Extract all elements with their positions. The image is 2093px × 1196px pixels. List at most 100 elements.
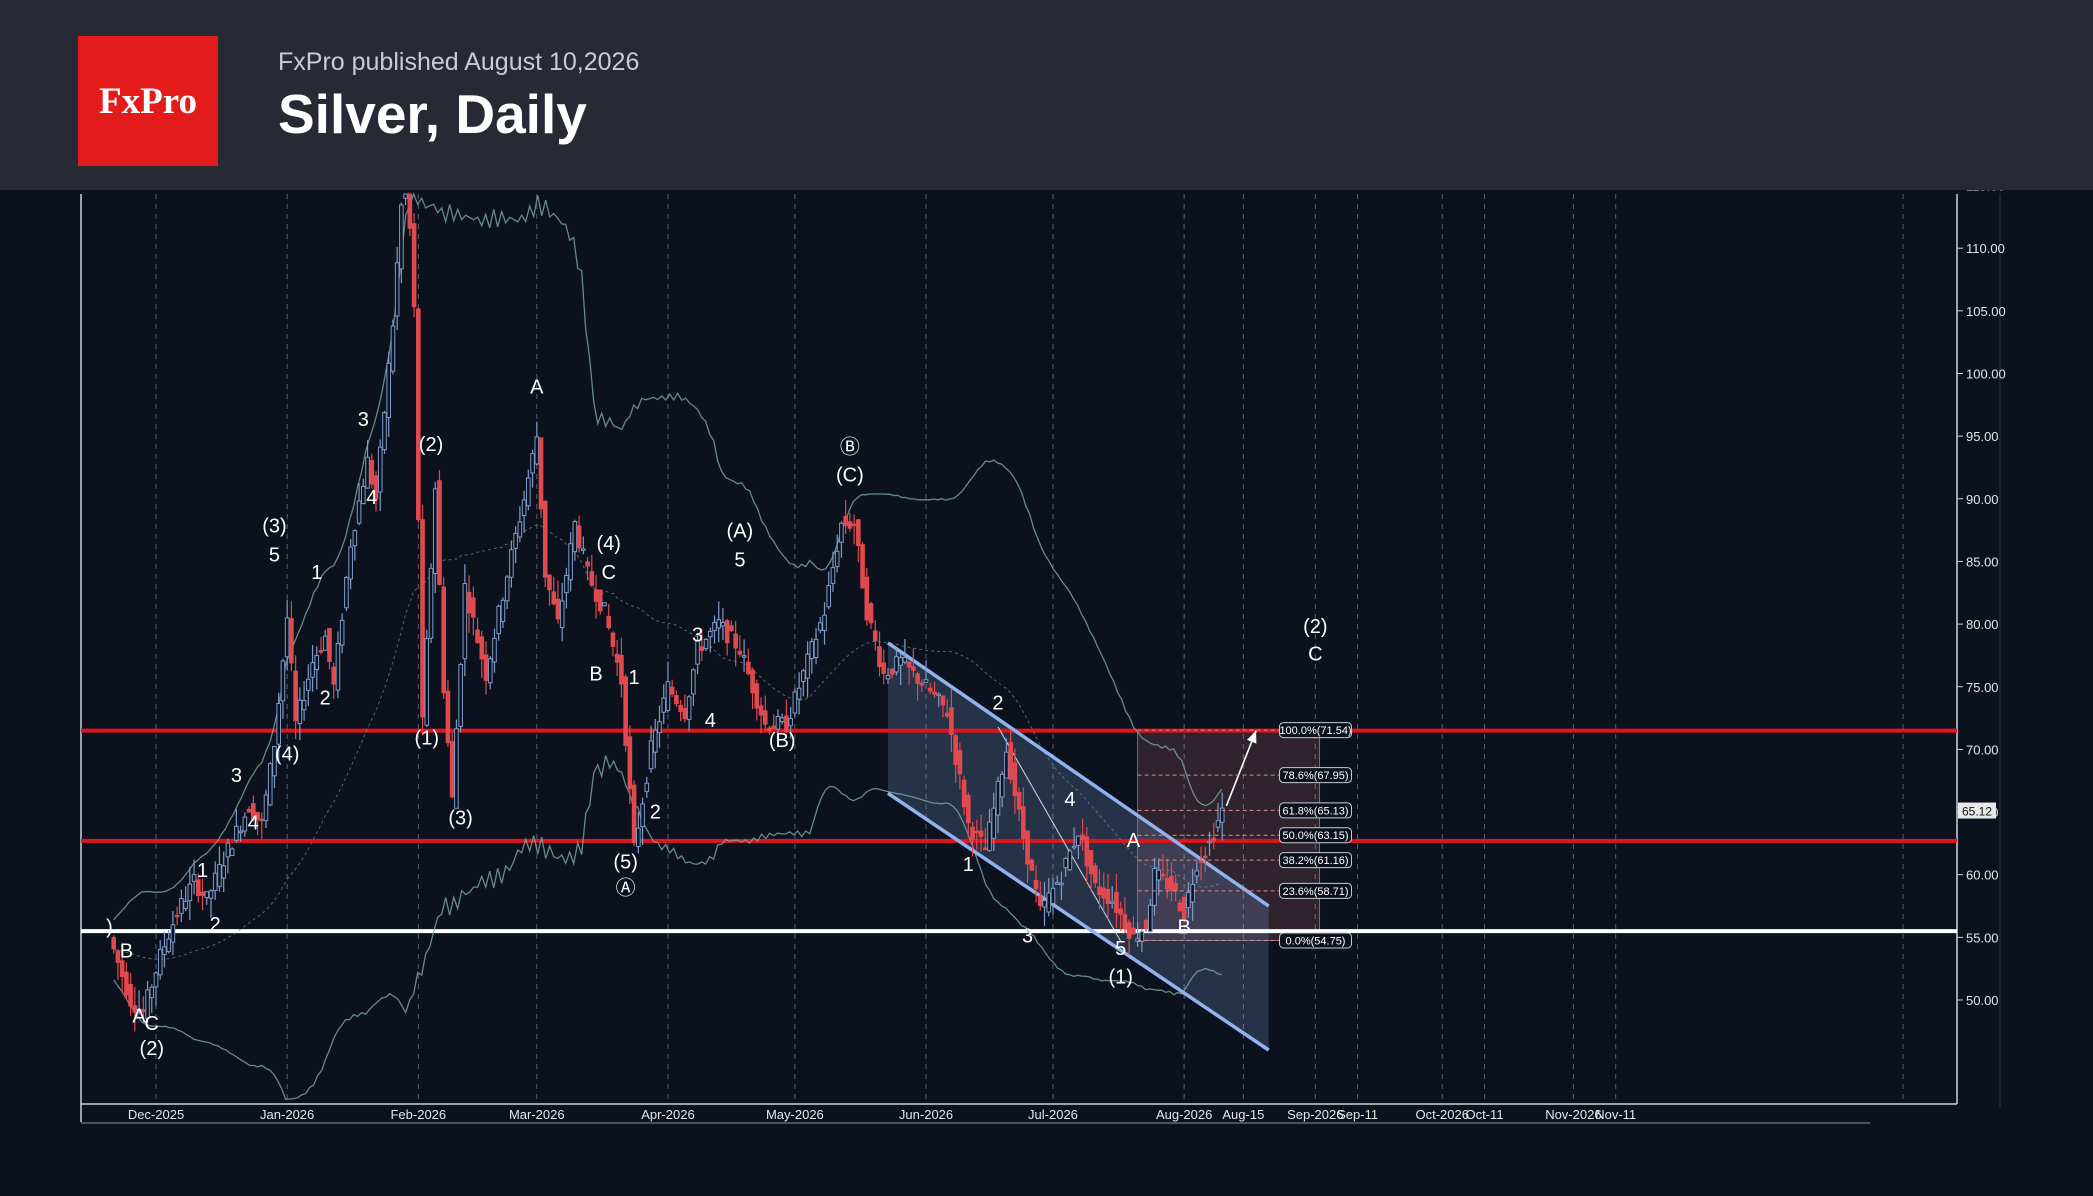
candle-bear xyxy=(847,521,853,529)
candle-bull xyxy=(322,635,328,651)
candle-bear xyxy=(369,460,375,485)
candle-bull xyxy=(458,664,463,727)
candle-bull xyxy=(229,848,235,856)
candle-bull xyxy=(377,446,383,493)
fib-label-box xyxy=(1279,852,1353,869)
wave-label: 4 xyxy=(705,710,716,732)
candle-bear xyxy=(699,646,705,651)
candle-bear xyxy=(868,603,874,624)
candle-bull xyxy=(492,637,497,663)
candle-bull xyxy=(157,948,163,976)
candle-bull xyxy=(306,678,311,691)
current-price-tag xyxy=(1958,802,1996,819)
fib-label-box xyxy=(1279,767,1353,784)
candle-bear xyxy=(251,803,256,820)
wave-label: 2 xyxy=(650,801,661,823)
fib-label-box xyxy=(1279,802,1353,819)
candle-bull xyxy=(301,699,307,711)
y-tick-label: 115.00 xyxy=(1966,190,2005,194)
candle-bear xyxy=(978,830,984,838)
candle-bear xyxy=(196,879,201,897)
y-tick-label: 80.00 xyxy=(1966,617,1999,632)
candle-bull xyxy=(432,488,438,575)
x-tick-label: Jun-2026 xyxy=(899,1107,953,1122)
candle-bull xyxy=(1063,857,1068,869)
candle-bull xyxy=(280,660,286,702)
candle-bull xyxy=(796,687,802,700)
wave-label: 5 xyxy=(734,549,745,571)
candle-bear xyxy=(407,193,413,229)
bollinger-lower-band xyxy=(113,755,1222,1101)
candle-bear xyxy=(132,1005,138,1013)
candle-bull xyxy=(170,924,176,943)
wave-label: B xyxy=(120,940,133,962)
candle-bear xyxy=(1105,888,1111,904)
wave-label: (1) xyxy=(415,727,439,749)
candle-bull xyxy=(217,864,222,887)
candle-bear xyxy=(1114,892,1119,914)
x-tick-label: Apr-2026 xyxy=(641,1107,694,1122)
header-bar: FxPro FxPro published August 10,2026 Sil… xyxy=(0,0,2093,190)
candle-bull xyxy=(487,658,493,684)
candle-bear xyxy=(327,628,332,662)
candle-bear xyxy=(420,519,425,718)
candle-bear xyxy=(932,691,937,695)
candle-bull xyxy=(276,703,281,745)
y-tick-label: 90.00 xyxy=(1966,492,1999,507)
candle-bull xyxy=(987,821,992,851)
candle-bull xyxy=(1109,901,1115,904)
candle-bull xyxy=(234,825,239,841)
candle-bull xyxy=(454,728,459,809)
wave-label: (3) xyxy=(262,516,286,538)
candle-bull xyxy=(1147,904,1153,933)
candle-bull xyxy=(839,522,844,543)
candle-bull xyxy=(272,746,277,777)
candle-bull xyxy=(534,436,540,465)
candle-bear xyxy=(255,811,260,821)
candle-bear xyxy=(471,597,476,618)
candle-bear xyxy=(906,661,912,668)
wave-label: 4 xyxy=(1064,789,1075,811)
x-tick-label: Sep-2026 xyxy=(1287,1107,1343,1122)
logo-text: FxPro xyxy=(99,80,197,122)
candle-bull xyxy=(809,641,815,660)
candle-bear xyxy=(124,971,129,996)
candle-bear xyxy=(289,618,294,664)
candle-bear xyxy=(915,673,920,684)
candle-bear xyxy=(1097,886,1102,896)
candle-bull xyxy=(382,412,387,451)
candle-bear xyxy=(944,712,950,717)
candle-bull xyxy=(1186,892,1191,909)
candle-bear xyxy=(318,650,324,653)
candle-bear xyxy=(141,1009,146,1013)
chart-title: Silver, Daily xyxy=(278,83,587,145)
candle-bear xyxy=(610,632,616,647)
candle-bull xyxy=(788,718,793,727)
candle-bull xyxy=(1050,887,1056,904)
candle-bull xyxy=(166,938,171,953)
x-tick-label: Jul-2026 xyxy=(1028,1107,1078,1122)
candle-bull xyxy=(513,532,518,549)
candle-bull xyxy=(640,803,645,828)
y-tick-label: 110.00 xyxy=(1966,241,2005,256)
candle-bear xyxy=(475,629,480,643)
candle-bull xyxy=(817,622,823,631)
x-tick-label: Sep-11 xyxy=(1337,1107,1378,1122)
candle-bull xyxy=(1215,820,1221,828)
wave-label: (3) xyxy=(448,808,472,830)
wave-label: (2) xyxy=(1303,616,1327,638)
candle-bear xyxy=(623,676,628,746)
candle-bull xyxy=(648,740,654,770)
candle-bull xyxy=(1156,869,1162,881)
candle-bull xyxy=(521,499,527,517)
candle-bear xyxy=(1181,896,1187,920)
bollinger-middle-band xyxy=(113,524,1222,960)
wave-label: 3 xyxy=(358,409,369,431)
candle-bull xyxy=(1004,751,1009,779)
candle-bear xyxy=(889,668,895,675)
candle-bear xyxy=(724,620,730,644)
wave-label: (2) xyxy=(140,1038,164,1060)
candle-bull xyxy=(1071,845,1077,849)
candle-bear xyxy=(576,525,582,549)
candle-bull xyxy=(792,691,798,714)
